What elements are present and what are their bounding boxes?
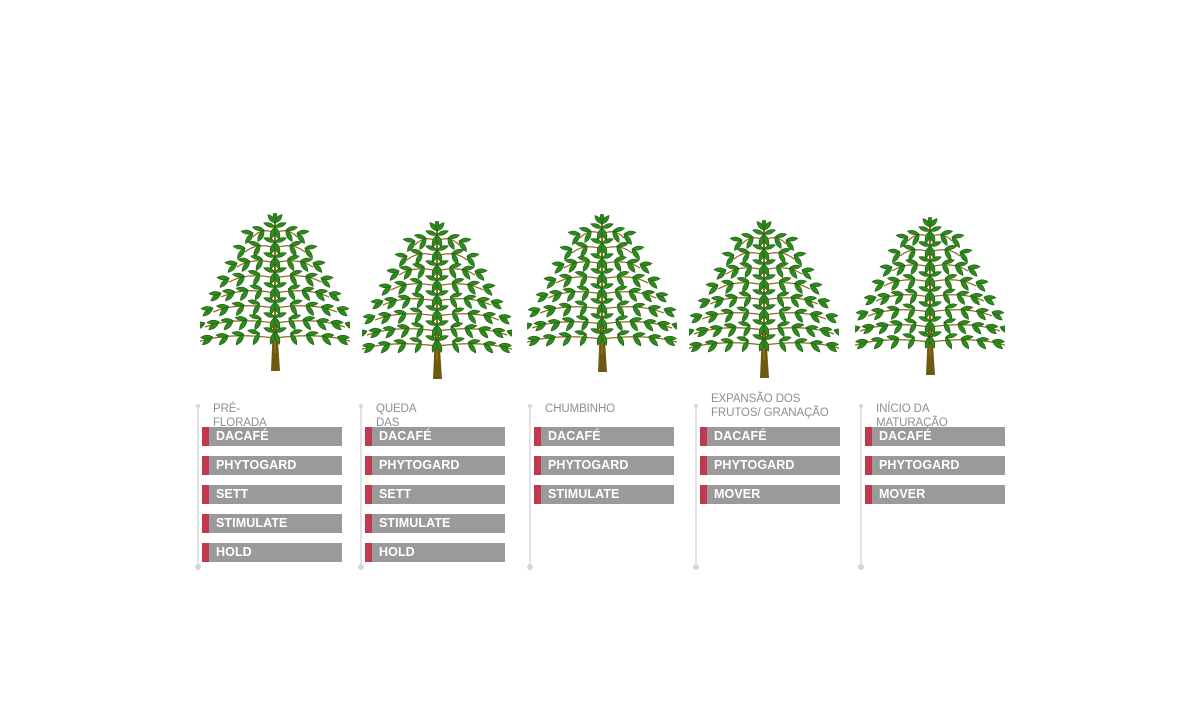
stage-label: CHUMBINHO bbox=[545, 403, 616, 415]
product-badge: PHYTOGARD bbox=[534, 456, 674, 475]
product-badge: DACAFÉ bbox=[700, 427, 840, 446]
stage-label: INÍCIO DA MATURAÇÃO bbox=[876, 403, 948, 429]
product-badge: PHYTOGARD bbox=[202, 456, 342, 475]
product-badge: STIMULATE bbox=[365, 514, 505, 533]
product-badge: SETT bbox=[202, 485, 342, 504]
product-badge: MOVER bbox=[865, 485, 1005, 504]
product-badge: MOVER bbox=[700, 485, 840, 504]
product-badge: HOLD bbox=[202, 543, 342, 562]
timeline-line bbox=[358, 404, 364, 570]
product-badge: STIMULATE bbox=[202, 514, 342, 533]
product-badge: STIMULATE bbox=[534, 485, 674, 504]
coffee-plant-icon bbox=[200, 213, 350, 371]
timeline-line bbox=[693, 404, 699, 570]
coffee-plant-icon bbox=[689, 220, 839, 378]
product-badge: DACAFÉ bbox=[534, 427, 674, 446]
product-badge: HOLD bbox=[365, 543, 505, 562]
coffee-plant-icon bbox=[527, 214, 677, 372]
timeline-line bbox=[527, 404, 533, 570]
stage-label: EXPANSÃO DOS FRUTOS/ GRANAÇÃO bbox=[711, 393, 829, 419]
product-badge: DACAFÉ bbox=[365, 427, 505, 446]
product-badge: DACAFÉ bbox=[865, 427, 1005, 446]
stage-label: PRÉ-FLORADA bbox=[213, 403, 267, 429]
product-badge: SETT bbox=[365, 485, 505, 504]
product-badge: DACAFÉ bbox=[202, 427, 342, 446]
product-badge: PHYTOGARD bbox=[865, 456, 1005, 475]
product-badge: PHYTOGARD bbox=[365, 456, 505, 475]
coffee-plant-icon bbox=[362, 221, 512, 379]
timeline-line bbox=[858, 404, 864, 570]
product-badge: PHYTOGARD bbox=[700, 456, 840, 475]
coffee-plant-icon bbox=[855, 217, 1005, 375]
timeline-line bbox=[195, 404, 201, 570]
